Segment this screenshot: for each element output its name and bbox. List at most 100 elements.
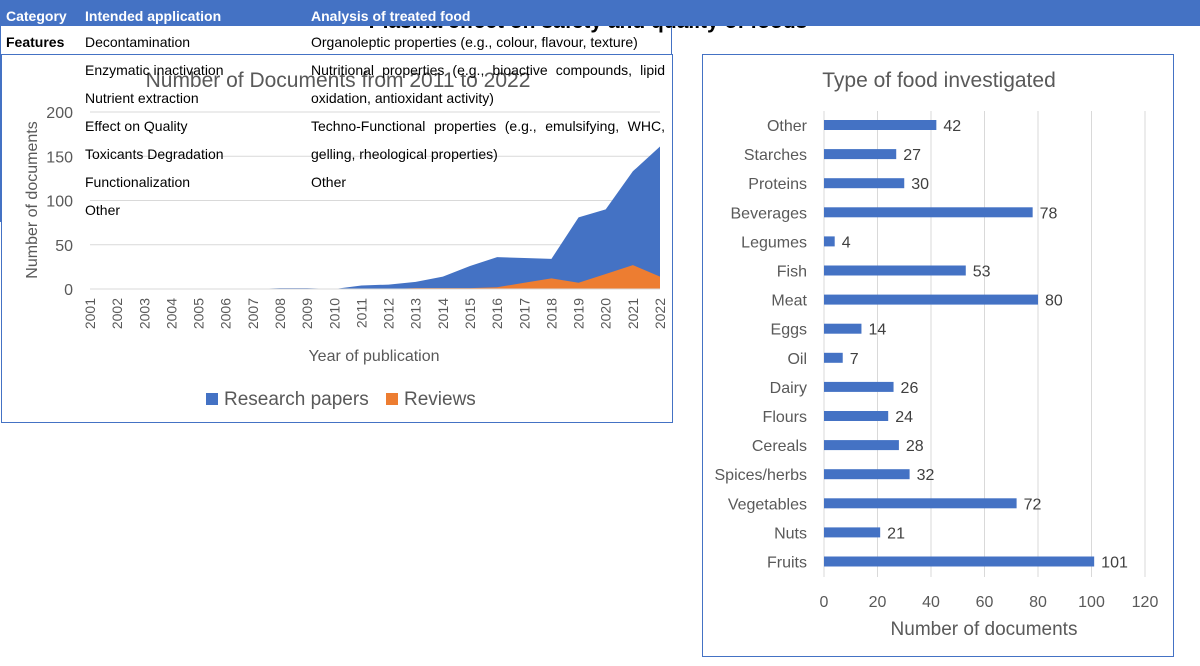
x-tick-label: 2001 <box>82 298 98 329</box>
bar <box>824 527 881 538</box>
area-chart: Number of Documents from 2011 to 2022 0 50… <box>24 69 668 410</box>
category-label: Proteins <box>748 176 807 193</box>
header-analysis: Analysis of treated food <box>311 8 471 24</box>
x-tick-label: 2022 <box>652 298 668 329</box>
x-tick-label: 100 <box>1078 594 1105 611</box>
x-tick-label: 2019 <box>571 298 587 329</box>
legend-label: Reviews <box>404 389 476 410</box>
chart-title: Number of Documents from 2011 to 2022 <box>146 69 531 92</box>
legend-label: Research papers <box>224 389 369 410</box>
bar <box>824 498 1017 509</box>
table-application-cell: Other <box>85 202 121 218</box>
table-application-cell: Nutrient extraction <box>85 90 199 106</box>
x-tick-label: 2012 <box>381 298 397 329</box>
data-label: 30 <box>911 176 929 193</box>
table-analysis-cell: oxidation, antioxidant activity) <box>311 90 494 106</box>
reviewsarea <box>90 265 660 289</box>
table-header-row <box>0 0 1200 26</box>
data-label: 24 <box>895 409 913 426</box>
header-category: Category <box>6 8 67 24</box>
table-application-cell: Toxicants Degradation <box>85 146 224 162</box>
bar-chart: Type of food investigated 0 20 40 60 80 100 120… <box>715 69 1159 640</box>
data-label: 101 <box>1101 555 1128 572</box>
research-papersarea <box>90 146 660 289</box>
bar <box>824 207 1033 218</box>
bar <box>824 440 899 451</box>
x-tick-label: 2020 <box>598 298 614 329</box>
x-tick-label: 120 <box>1132 594 1159 611</box>
bar <box>824 323 862 334</box>
data-label: 7 <box>850 351 859 368</box>
y-tick-label: 200 <box>46 105 73 122</box>
data-label: 80 <box>1045 293 1063 310</box>
category-label: Flours <box>763 409 807 426</box>
bar <box>824 469 910 480</box>
x-axis-label: Number of documents <box>891 619 1078 640</box>
bar <box>824 265 966 276</box>
x-tick-label: 2005 <box>191 298 207 329</box>
legend-swatch <box>386 393 398 405</box>
category-label: Cereals <box>752 438 807 455</box>
x-tick-label: 2006 <box>218 298 234 329</box>
bar <box>824 294 1038 305</box>
category-label: Eggs <box>771 322 807 339</box>
category-label: Dairy <box>770 380 807 397</box>
bar <box>824 381 894 392</box>
data-label: 72 <box>1024 496 1042 513</box>
x-tick-label: 2013 <box>408 298 424 329</box>
data-label: 21 <box>887 525 905 542</box>
x-axis-label: Year of publication <box>308 348 439 365</box>
table-application-cell: Enzymatic inactivation <box>85 62 224 78</box>
bar <box>824 352 843 363</box>
area-chart-panel: Number of Documents from 2011 to 2022 0 50… <box>1 54 673 423</box>
y-tick-label: 0 <box>64 282 73 299</box>
x-tick-label: 2009 <box>299 298 315 329</box>
x-tick-label: 40 <box>922 594 940 611</box>
data-label: 26 <box>901 380 919 397</box>
y-tick-label: 100 <box>46 194 73 211</box>
table-analysis-cell: Techno-Functional properties (e.g., emul… <box>311 118 665 134</box>
bar <box>824 556 1095 567</box>
table-application-cell: Functionalization <box>85 174 191 190</box>
data-label: 14 <box>868 322 886 339</box>
y-tick-label: 50 <box>55 238 73 255</box>
category-label: Fruits <box>767 555 807 572</box>
data-label: 28 <box>906 438 924 455</box>
x-tick-label: 2004 <box>163 298 179 329</box>
table-analysis-cell: gelling, rheological properties) <box>311 146 498 162</box>
x-tick-label: 2015 <box>462 298 478 329</box>
bar <box>824 178 905 189</box>
data-label: 4 <box>842 234 851 251</box>
bar-chart-panel: Type of food investigated 0 20 40 60 80 100 120… <box>702 54 1174 657</box>
data-label: 78 <box>1040 205 1058 222</box>
x-tick-label: 2002 <box>109 298 125 329</box>
table-analysis-cell: Nutritional properties (e.g., bioactive … <box>311 62 665 78</box>
x-tick-label: 60 <box>976 594 994 611</box>
x-tick-label: 2010 <box>326 298 342 329</box>
data-label: 32 <box>917 467 935 484</box>
table-analysis-cell: Other <box>311 174 347 190</box>
category-label: Spices/herbs <box>715 467 808 484</box>
data-label: 53 <box>973 264 991 281</box>
x-tick-label: 2014 <box>435 298 451 329</box>
category-label: Legumes <box>741 234 807 251</box>
category-label: Nuts <box>774 525 807 542</box>
category-label: Vegetables <box>728 496 807 513</box>
chart-title: Type of food investigated <box>822 69 1056 92</box>
table-application-cell: Decontamination <box>85 34 191 50</box>
x-tick-label: 2011 <box>353 298 369 328</box>
bar <box>824 149 897 160</box>
header-intended-application: Intended application <box>85 8 222 24</box>
x-tick-label: 0 <box>820 594 829 611</box>
table-application-cell: Effect on Quality <box>85 118 188 134</box>
x-tick-label: 2003 <box>136 298 152 329</box>
bar <box>824 120 937 130</box>
category-label: Beverages <box>731 205 808 222</box>
x-tick-label: 2008 <box>272 298 288 329</box>
category-features-label: Features <box>6 34 65 50</box>
y-tick-label: 150 <box>46 149 73 166</box>
x-tick-label: 20 <box>869 594 887 611</box>
category-label: Starches <box>744 147 807 164</box>
features-table: Category Intended application Analysis o… <box>0 0 1200 222</box>
x-tick-label: 2018 <box>543 298 559 329</box>
